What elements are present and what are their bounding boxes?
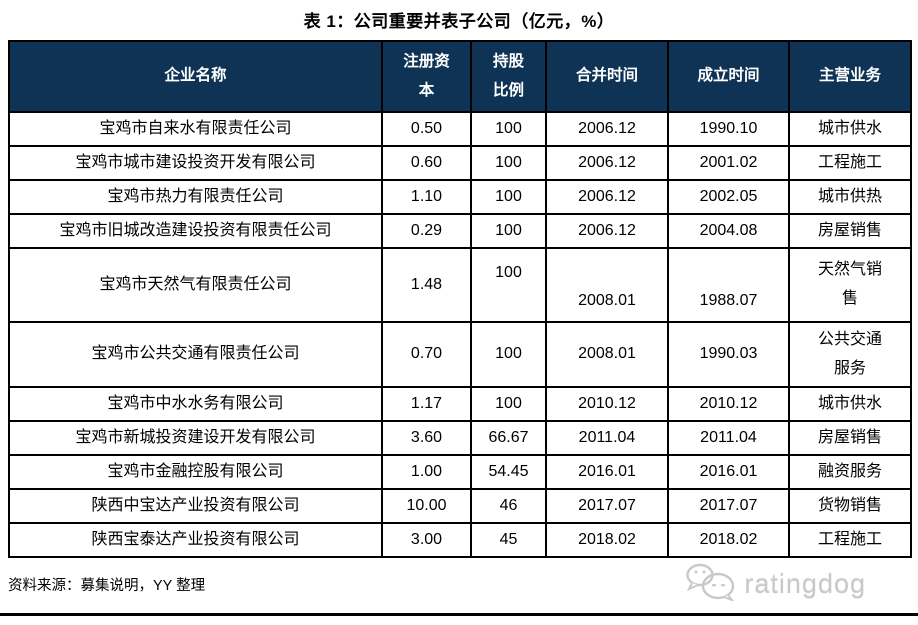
cell-merge-date: 2018.02 <box>545 522 669 558</box>
cell-registered-capital: 0.60 <box>381 145 472 181</box>
cell-registered-capital: 1.10 <box>381 179 472 215</box>
cell-main-business: 公共交通 服务 <box>788 321 912 388</box>
cell-company-name: 宝鸡市公共交通有限责任公司 <box>8 321 383 388</box>
cell-merge-date: 2006.12 <box>545 145 669 181</box>
header-registered-capital: 注册资 本 <box>381 40 472 113</box>
chat-bubbles-icon <box>684 563 736 606</box>
cell-company-name: 宝鸡市金融控股有限公司 <box>8 454 383 490</box>
header-share-ratio: 持股 比例 <box>470 40 547 113</box>
cell-merge-date: 2008.01 <box>545 321 669 388</box>
subsidiaries-table: 企业名称 注册资 本 持股 比例 合并时间 成立时间 主营业务 宝鸡市自来水有限… <box>8 40 912 558</box>
cell-company-name: 宝鸡市热力有限责任公司 <box>8 179 383 215</box>
cell-share-ratio: 66.67 <box>470 420 547 456</box>
table-row: 宝鸡市新城投资建设开发有限公司 3.60 66.67 2011.04 2011.… <box>8 420 912 456</box>
ratingdog-logo: ratingdog <box>684 563 866 606</box>
cell-founded-date: 1990.10 <box>667 111 790 147</box>
table-header-row: 企业名称 注册资 本 持股 比例 合并时间 成立时间 主营业务 <box>8 40 912 113</box>
cell-registered-capital: 1.17 <box>381 386 472 422</box>
cell-company-name: 陕西宝泰达产业投资有限公司 <box>8 522 383 558</box>
table-row: 宝鸡市公共交通有限责任公司 0.70 100 2008.01 1990.03 公… <box>8 321 912 388</box>
cell-registered-capital: 0.29 <box>381 213 472 249</box>
cell-share-ratio: 100 <box>470 213 547 249</box>
cell-founded-date: 2010.12 <box>667 386 790 422</box>
cell-main-business: 城市供水 <box>788 386 912 422</box>
cell-main-business: 房屋销售 <box>788 213 912 249</box>
cell-main-business: 城市供热 <box>788 179 912 215</box>
cell-founded-date: 2002.05 <box>667 179 790 215</box>
header-company-name: 企业名称 <box>8 40 383 113</box>
cell-share-ratio: 54.45 <box>470 454 547 490</box>
cell-company-name: 宝鸡市城市建设投资开发有限公司 <box>8 145 383 181</box>
cell-share-ratio: 100 <box>470 247 547 323</box>
cell-company-name: 宝鸡市自来水有限责任公司 <box>8 111 383 147</box>
cell-company-name: 宝鸡市中水水务有限公司 <box>8 386 383 422</box>
cell-share-ratio: 100 <box>470 111 547 147</box>
cell-share-ratio: 100 <box>470 386 547 422</box>
cell-registered-capital: 3.60 <box>381 420 472 456</box>
cell-registered-capital: 0.50 <box>381 111 472 147</box>
table-row: 陕西中宝达产业投资有限公司 10.00 46 2017.07 2017.07 货… <box>8 488 912 524</box>
cell-share-ratio: 100 <box>470 179 547 215</box>
cell-share-ratio: 100 <box>470 321 547 388</box>
cell-merge-date: 2006.12 <box>545 213 669 249</box>
cell-merge-date: 2006.12 <box>545 111 669 147</box>
cell-merge-date: 2006.12 <box>545 179 669 215</box>
bottom-divider <box>0 613 918 616</box>
table-row: 宝鸡市中水水务有限公司 1.17 100 2010.12 2010.12 城市供… <box>8 386 912 422</box>
cell-registered-capital: 0.70 <box>381 321 472 388</box>
cell-share-ratio: 46 <box>470 488 547 524</box>
cell-founded-date: 2018.02 <box>667 522 790 558</box>
header-founded-date: 成立时间 <box>667 40 790 113</box>
footer: 资料来源：募集说明，YY 整理 <box>8 558 910 610</box>
cell-share-ratio: 100 <box>470 145 547 181</box>
cell-founded-date: 2001.02 <box>667 145 790 181</box>
cell-main-business: 融资服务 <box>788 454 912 490</box>
cell-company-name: 宝鸡市新城投资建设开发有限公司 <box>8 420 383 456</box>
cell-merge-date: 2016.01 <box>545 454 669 490</box>
brand-name: ratingdog <box>744 568 866 599</box>
cell-registered-capital: 1.00 <box>381 454 472 490</box>
cell-merge-date: 2010.12 <box>545 386 669 422</box>
cell-founded-date: 1988.07 <box>667 247 790 323</box>
cell-company-name: 陕西中宝达产业投资有限公司 <box>8 488 383 524</box>
cell-registered-capital: 1.48 <box>381 247 472 323</box>
cell-main-business: 工程施工 <box>788 522 912 558</box>
cell-merge-date: 2008.01 <box>545 247 669 323</box>
cell-share-ratio: 45 <box>470 522 547 558</box>
cell-merge-date: 2011.04 <box>545 420 669 456</box>
cell-company-name: 宝鸡市天然气有限责任公司 <box>8 247 383 323</box>
cell-company-name: 宝鸡市旧城改造建设投资有限责任公司 <box>8 213 383 249</box>
table-row: 宝鸡市金融控股有限公司 1.00 54.45 2016.01 2016.01 融… <box>8 454 912 490</box>
table-row: 宝鸡市热力有限责任公司 1.10 100 2006.12 2002.05 城市供… <box>8 179 912 215</box>
cell-founded-date: 1990.03 <box>667 321 790 388</box>
table-row: 宝鸡市城市建设投资开发有限公司 0.60 100 2006.12 2001.02… <box>8 145 912 181</box>
cell-main-business: 城市供水 <box>788 111 912 147</box>
header-merge-date: 合并时间 <box>545 40 669 113</box>
cell-main-business: 天然气销 售 <box>788 247 912 323</box>
cell-main-business: 房屋销售 <box>788 420 912 456</box>
table-row: 宝鸡市天然气有限责任公司 1.48 100 2008.01 1988.07 天然… <box>8 247 912 323</box>
table-row: 宝鸡市旧城改造建设投资有限责任公司 0.29 100 2006.12 2004.… <box>8 213 912 249</box>
cell-merge-date: 2017.07 <box>545 488 669 524</box>
cell-main-business: 工程施工 <box>788 145 912 181</box>
cell-founded-date: 2004.08 <box>667 213 790 249</box>
cell-founded-date: 2011.04 <box>667 420 790 456</box>
cell-registered-capital: 10.00 <box>381 488 472 524</box>
cell-founded-date: 2016.01 <box>667 454 790 490</box>
source-note: 资料来源：募集说明，YY 整理 <box>8 577 206 594</box>
table-row: 宝鸡市自来水有限责任公司 0.50 100 2006.12 1990.10 城市… <box>8 111 912 147</box>
cell-founded-date: 2017.07 <box>667 488 790 524</box>
cell-main-business: 货物销售 <box>788 488 912 524</box>
cell-registered-capital: 3.00 <box>381 522 472 558</box>
table-row: 陕西宝泰达产业投资有限公司 3.00 45 2018.02 2018.02 工程… <box>8 522 912 558</box>
header-main-business: 主营业务 <box>788 40 912 113</box>
table-title: 表 1：公司重要并表子公司（亿元，%） <box>303 12 615 31</box>
